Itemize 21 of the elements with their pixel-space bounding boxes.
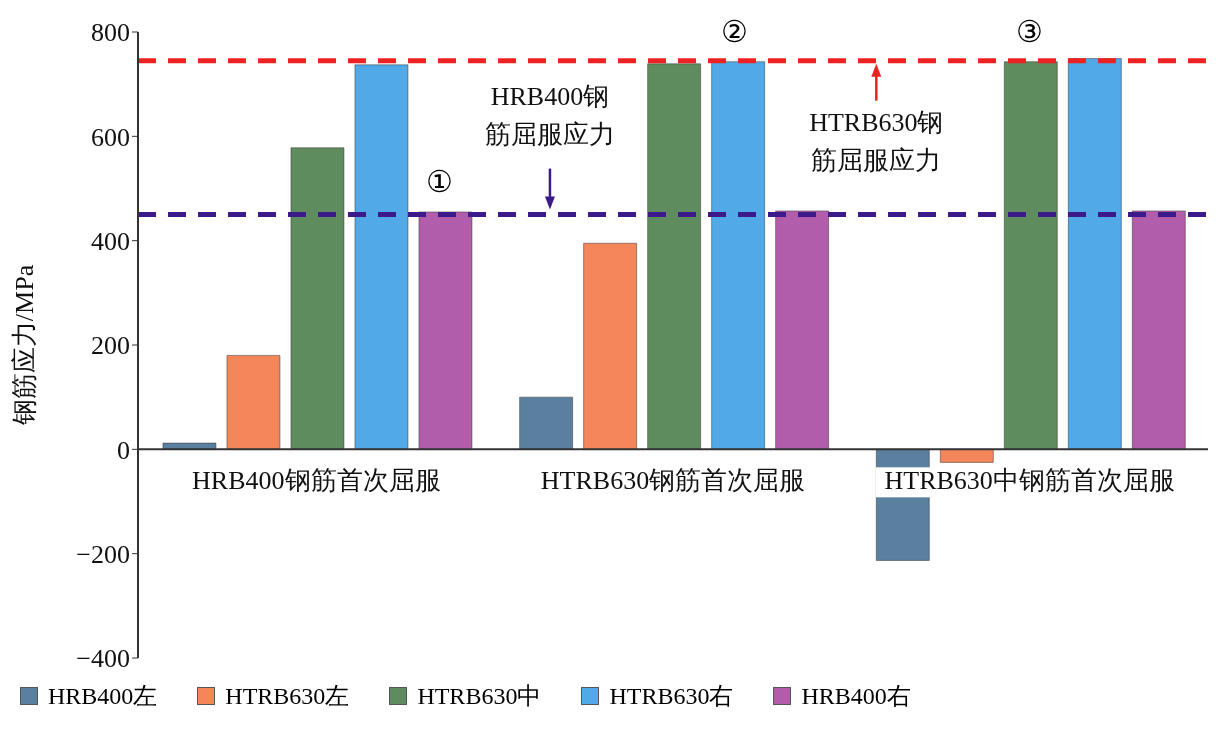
y-axis-title: 钢筋应力/MPa: [10, 264, 40, 427]
annotation: ②: [719, 13, 749, 50]
y-tick-label: −200: [76, 539, 130, 569]
legend-label: HTRB630右: [609, 682, 734, 711]
y-tick-label: 400: [91, 226, 130, 256]
x-tick-label: HRB400钢筋首次屈服: [192, 466, 441, 496]
x-tick-label: HTRB630中钢筋首次屈服: [884, 466, 1175, 496]
legend-label: HRB400左: [48, 682, 158, 711]
y-tick-label: 200: [91, 331, 130, 361]
legend-label: HTRB630左: [225, 682, 350, 711]
annotation: ①: [424, 163, 454, 200]
ref-line-label: HRB400钢筋屈服应力: [484, 81, 615, 149]
annotation: ③: [1015, 13, 1045, 50]
y-tick-label: 0: [117, 435, 130, 465]
ref-line-label: HTRB630钢筋屈服应力: [809, 107, 944, 175]
legend-label: HTRB630中: [417, 682, 542, 711]
y-tick-label: −400: [76, 644, 130, 674]
y-tick-label: 800: [91, 18, 130, 48]
x-tick-label: HTRB630钢筋首次屈服: [540, 466, 806, 496]
legend-label: HRB400右: [801, 682, 911, 711]
y-tick-label: 600: [91, 122, 130, 152]
